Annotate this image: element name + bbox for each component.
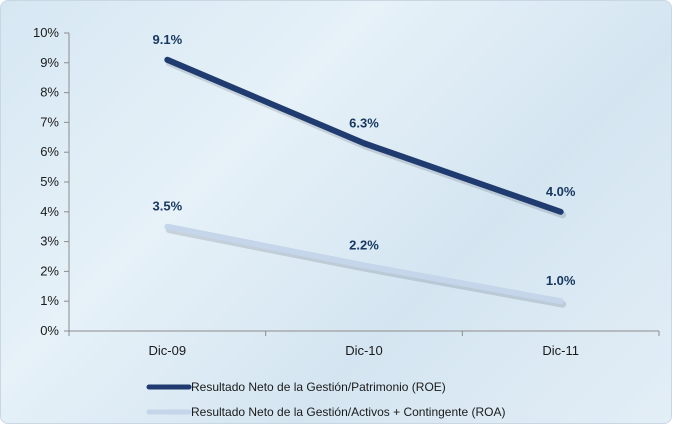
data-label: 3.5% [153, 199, 183, 214]
data-label: 2.2% [349, 237, 379, 252]
y-tick-label: 1% [40, 293, 59, 308]
y-tick-label: 9% [40, 55, 59, 70]
y-tick-label: 2% [40, 263, 59, 278]
data-labels: 9.1% 6.3% 4.0% 3.5% 2.2% 1.0% [153, 32, 576, 288]
series-line-roa [164, 223, 564, 305]
y-tick-label: 0% [40, 323, 59, 338]
y-axis-ticks: 0% 1% 2% 3% 4% 5% 6% 7% 8% 9% 10% [33, 25, 69, 338]
x-axis-ticks: Dic-09 Dic-10 Dic-11 [68, 331, 660, 358]
y-tick-label: 3% [40, 234, 59, 249]
x-tick-label: Dic-11 [542, 343, 579, 358]
x-tick-label: Dic-09 [149, 343, 187, 358]
y-tick-label: 8% [40, 85, 59, 100]
legend-label: Resultado Neto de la Gestión/Patrimonio … [191, 380, 446, 394]
x-tick-label: Dic-10 [345, 343, 383, 358]
series-lines [164, 56, 567, 308]
series-line-roe [164, 56, 564, 215]
data-label: 9.1% [153, 32, 183, 47]
y-tick-label: 5% [40, 174, 59, 189]
data-label: 4.0% [546, 184, 576, 199]
legend: Resultado Neto de la Gestión/Patrimonio … [146, 380, 506, 419]
legend-label: Resultado Neto de la Gestión/Activos + C… [191, 405, 506, 419]
y-tick-label: 4% [40, 204, 59, 219]
y-tick-label: 7% [40, 114, 59, 129]
data-label: 1.0% [546, 273, 576, 288]
data-label: 6.3% [349, 115, 379, 130]
y-tick-label: 10% [33, 25, 59, 40]
y-tick-label: 6% [40, 144, 59, 159]
